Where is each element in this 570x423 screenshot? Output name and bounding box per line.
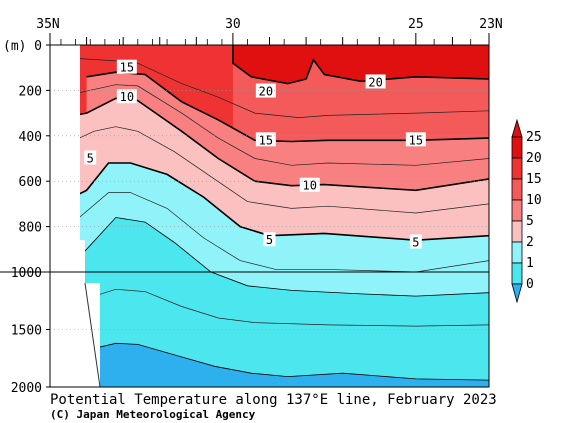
y-tick-label-0: 0 — [34, 39, 42, 54]
contour-label-bg-1 — [116, 89, 137, 104]
colorbar-swatch-6 — [511, 262, 523, 285]
y-tick-label-4: 800 — [19, 221, 42, 236]
contour-label-0: 15 — [120, 61, 134, 75]
contour-label-4: 20 — [368, 75, 382, 89]
contour-label-1: 10 — [120, 90, 134, 104]
isotherm-5 — [50, 162, 489, 242]
colorbar-swatch-2 — [511, 178, 523, 201]
colorbar-label-3: 10 — [526, 193, 542, 208]
contour-label-bg-3 — [255, 83, 276, 98]
colorbar-bottom-arrow — [511, 283, 523, 304]
contour-label-bg-8 — [263, 232, 276, 247]
colorbar-swatch-1 — [511, 157, 523, 180]
y-tick-label-2: 400 — [19, 130, 42, 145]
colorbar-swatch-3 — [511, 199, 523, 222]
chart-title: Potential Temperature along 137°E line, … — [50, 392, 497, 408]
colorbar-swatch-5 — [511, 241, 523, 264]
contour-label-6: 15 — [409, 133, 423, 147]
contour-label-bg-4 — [365, 74, 386, 89]
colorbar-label-1: 20 — [526, 151, 542, 166]
colorbar-swatch-4 — [511, 220, 523, 243]
colorbar-label-4: 5 — [526, 214, 534, 229]
contour-label-bg-2 — [84, 150, 97, 165]
colorbar-label-6: 1 — [526, 256, 534, 271]
isotherm-minor-1 — [79, 84, 489, 166]
y-tick-label-6: 1500 — [11, 324, 42, 339]
x-tick-label-1: 30 — [225, 17, 241, 32]
y-tick-label-1: 200 — [19, 84, 42, 99]
isotherm-1 — [50, 342, 489, 381]
contour-label-2: 5 — [87, 152, 94, 166]
x-tick-label-3: 23N — [479, 17, 502, 32]
y-tick-label-7: 2000 — [11, 381, 42, 396]
depth-unit-label: (m) — [3, 39, 26, 54]
x-tick-label-0: 35N — [36, 17, 59, 32]
contour-label-7: 10 — [303, 179, 317, 193]
x-tick-label-2: 25 — [408, 17, 424, 32]
colorbar-label-7: 0 — [526, 277, 534, 292]
isotherm-minor-3 — [50, 192, 489, 273]
colorbar-label-0: 25 — [526, 130, 542, 145]
contour-label-8: 5 — [266, 233, 273, 247]
contour-label-bg-0 — [116, 59, 137, 74]
isotherm-minor-2 — [64, 126, 489, 214]
contour-label-3: 20 — [259, 85, 273, 99]
contour-label-5: 15 — [259, 133, 273, 147]
copyright-credit: (C) Japan Meteorological Agency — [50, 408, 256, 421]
y-tick-label-3: 600 — [19, 175, 42, 190]
band-below-2 — [50, 217, 489, 387]
missing-data-edge — [84, 282, 101, 388]
y-tick-label-5: 1000 — [11, 266, 42, 281]
colorbar-swatch-0 — [511, 136, 523, 159]
isotherm-10 — [50, 97, 489, 192]
colorbar-label-5: 2 — [526, 235, 534, 250]
contour-label-9: 5 — [412, 235, 419, 249]
colorbar-top-arrow — [511, 118, 523, 138]
colorbar-label-2: 15 — [526, 172, 542, 187]
contour-label-bg-9 — [409, 234, 422, 249]
isotherm-20 — [232, 45, 489, 85]
